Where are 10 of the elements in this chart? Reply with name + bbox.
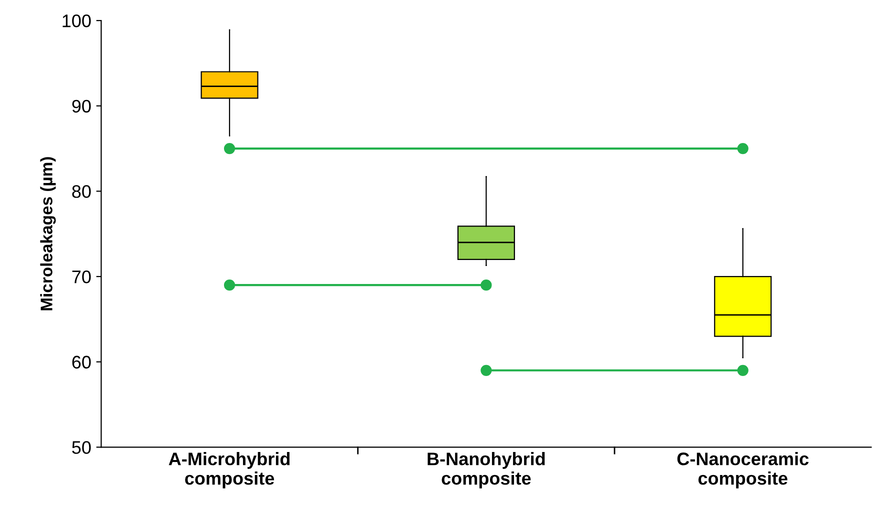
y-tick-label: 90 <box>72 100 91 113</box>
x-tick-label: B-Nanohybrid composite <box>428 452 545 488</box>
x-tick-label: A-Microhybrid composite <box>168 452 290 488</box>
y-tick-label: 50 <box>72 441 91 454</box>
y-tick-label: 80 <box>72 185 91 198</box>
y-axis-title: Microleakages (µm) <box>40 157 56 310</box>
y-tick-label: 70 <box>72 270 91 284</box>
x-tick-label: C-Nanoceramic composite <box>677 452 809 488</box>
y-tick-label: 60 <box>72 356 91 369</box>
y-tick-label: 100 <box>62 14 91 28</box>
